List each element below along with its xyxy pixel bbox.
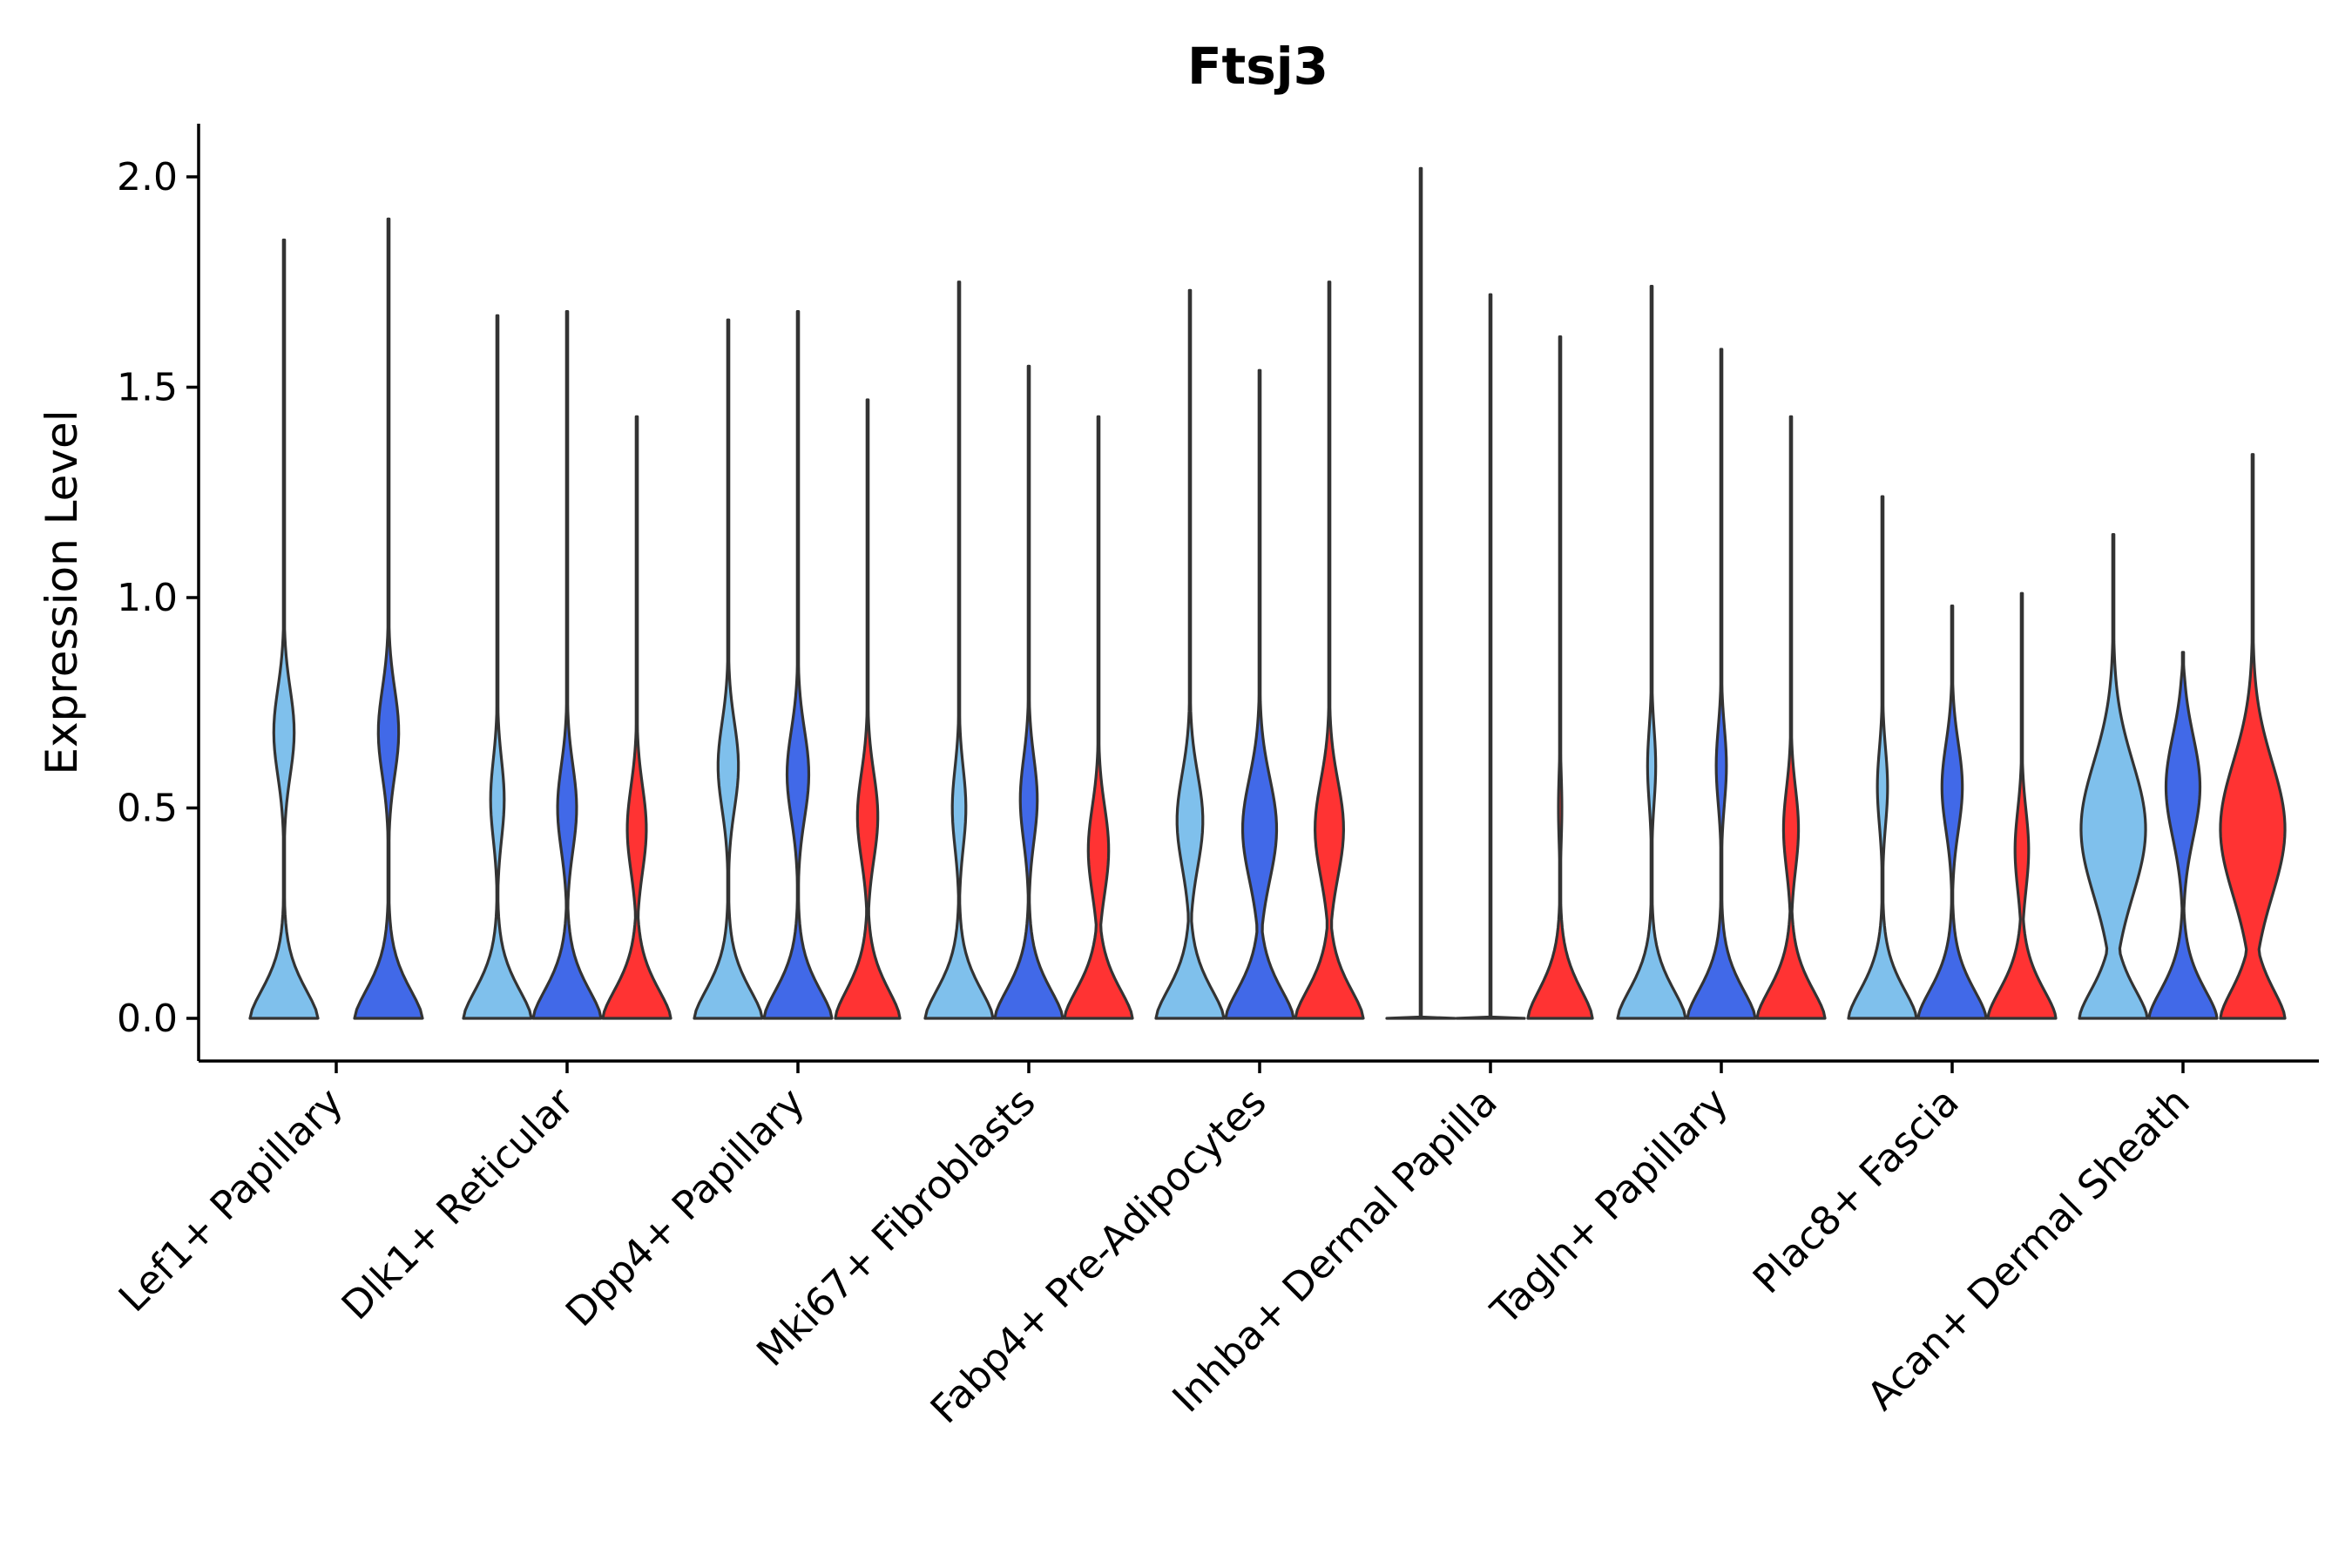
violin-light [923,280,995,1020]
x-tick-label: Dpp4+ Papillary [557,1078,814,1335]
y-tick-label: 2.0 [117,155,178,199]
x-tick-label: Dlk1+ Reticular [333,1078,583,1328]
y-axis-ticks: 0.0 0.5 1.0 1.5 2.0 [117,155,199,1041]
y-tick-label: 0.0 [117,997,178,1041]
violin-light [248,238,320,1020]
y-tick-label: 0.5 [117,787,178,831]
violin-light [462,314,533,1020]
chart-title: Ftsj3 [1187,37,1328,96]
violin-red [1755,415,1827,1020]
violin-blue [2147,651,2219,1020]
violin-blue [531,309,603,1020]
x-tick-label: Lef1+ Papillary [110,1078,352,1321]
violin-light [1616,284,1687,1020]
x-tick-label: Tagln+ Papillary [1482,1078,1737,1334]
x-tick-label: Plac8+ Fascia [1744,1078,1968,1302]
violin-red [1294,280,1365,1020]
violin-red [2219,453,2287,1020]
y-tick-label: 1.0 [117,576,178,620]
y-tick-label: 1.5 [117,366,178,410]
violin-red [1063,415,1134,1020]
violin-blue [1686,348,1757,1020]
violin-light [1154,288,1226,1020]
violin-red [601,415,672,1020]
violin-light [1847,495,1918,1020]
violin-red [1986,591,2058,1020]
violin-red [1526,335,1594,1020]
violin-blue [1224,368,1295,1020]
violin-blue [993,364,1064,1020]
violin-light [2078,532,2149,1020]
violin-light [1385,166,1456,1020]
violin-red [834,398,902,1020]
violin-blue [1455,293,1526,1020]
y-axis-label: Expression Level [37,409,87,774]
violin-blue [1916,605,1988,1020]
violin-blue [762,309,834,1020]
violin-light [693,318,764,1020]
violin-blue [353,217,424,1020]
violin-group [248,166,2287,1020]
